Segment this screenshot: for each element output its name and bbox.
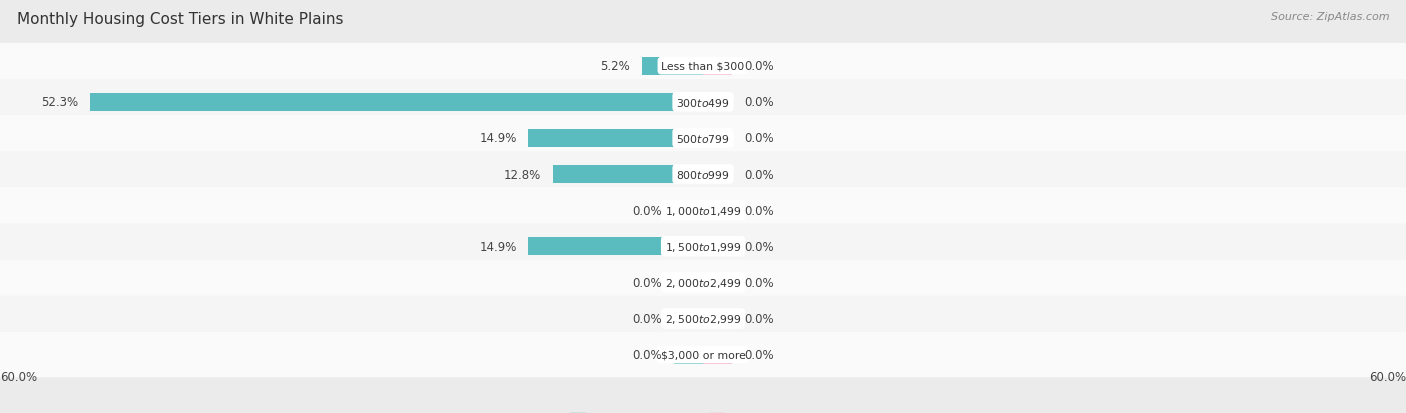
Text: 0.0%: 0.0% xyxy=(633,312,662,325)
Text: 0.0%: 0.0% xyxy=(633,348,662,361)
Text: 0.0%: 0.0% xyxy=(744,60,773,73)
Bar xyxy=(673,202,703,220)
Bar xyxy=(673,310,703,328)
Text: $1,500 to $1,999: $1,500 to $1,999 xyxy=(665,240,741,253)
FancyBboxPatch shape xyxy=(0,116,1406,161)
Text: 12.8%: 12.8% xyxy=(505,168,541,181)
Text: 0.0%: 0.0% xyxy=(744,348,773,361)
FancyBboxPatch shape xyxy=(0,80,1406,125)
Text: 60.0%: 60.0% xyxy=(1369,370,1406,384)
Bar xyxy=(703,202,733,220)
Text: 0.0%: 0.0% xyxy=(744,276,773,289)
Bar xyxy=(673,346,703,364)
Text: 0.0%: 0.0% xyxy=(744,168,773,181)
Text: Monthly Housing Cost Tiers in White Plains: Monthly Housing Cost Tiers in White Plai… xyxy=(17,12,343,27)
Text: 0.0%: 0.0% xyxy=(744,96,773,109)
Bar xyxy=(643,57,703,76)
Text: 60.0%: 60.0% xyxy=(0,370,37,384)
Text: 0.0%: 0.0% xyxy=(744,204,773,217)
Bar xyxy=(703,166,733,184)
Text: Less than $300: Less than $300 xyxy=(661,62,745,71)
Text: 52.3%: 52.3% xyxy=(41,96,79,109)
Bar xyxy=(703,274,733,292)
FancyBboxPatch shape xyxy=(0,260,1406,305)
Bar xyxy=(703,93,733,112)
Text: 5.2%: 5.2% xyxy=(600,60,630,73)
Bar xyxy=(703,237,733,256)
Text: $2,000 to $2,499: $2,000 to $2,499 xyxy=(665,276,741,289)
Text: 0.0%: 0.0% xyxy=(744,132,773,145)
Text: 14.9%: 14.9% xyxy=(479,132,517,145)
Text: 0.0%: 0.0% xyxy=(744,312,773,325)
FancyBboxPatch shape xyxy=(0,152,1406,197)
Text: $2,500 to $2,999: $2,500 to $2,999 xyxy=(665,312,741,325)
Bar xyxy=(703,346,733,364)
Bar xyxy=(529,130,703,147)
Bar xyxy=(703,130,733,147)
Text: $300 to $499: $300 to $499 xyxy=(676,97,730,109)
Bar xyxy=(703,310,733,328)
Text: $500 to $799: $500 to $799 xyxy=(676,133,730,145)
Bar xyxy=(553,166,703,184)
Text: Source: ZipAtlas.com: Source: ZipAtlas.com xyxy=(1271,12,1389,22)
Bar xyxy=(673,274,703,292)
FancyBboxPatch shape xyxy=(0,296,1406,342)
FancyBboxPatch shape xyxy=(0,332,1406,377)
Bar xyxy=(90,93,703,112)
Text: 0.0%: 0.0% xyxy=(633,204,662,217)
Bar xyxy=(529,237,703,256)
Text: 14.9%: 14.9% xyxy=(479,240,517,253)
Text: 0.0%: 0.0% xyxy=(633,276,662,289)
FancyBboxPatch shape xyxy=(0,188,1406,233)
Legend: Owner-occupied, Renter-occupied: Owner-occupied, Renter-occupied xyxy=(565,408,841,413)
FancyBboxPatch shape xyxy=(0,44,1406,89)
Text: $800 to $999: $800 to $999 xyxy=(676,169,730,180)
Text: 0.0%: 0.0% xyxy=(744,240,773,253)
FancyBboxPatch shape xyxy=(0,224,1406,269)
Text: $1,000 to $1,499: $1,000 to $1,499 xyxy=(665,204,741,217)
Text: $3,000 or more: $3,000 or more xyxy=(661,350,745,360)
Bar xyxy=(703,57,733,76)
